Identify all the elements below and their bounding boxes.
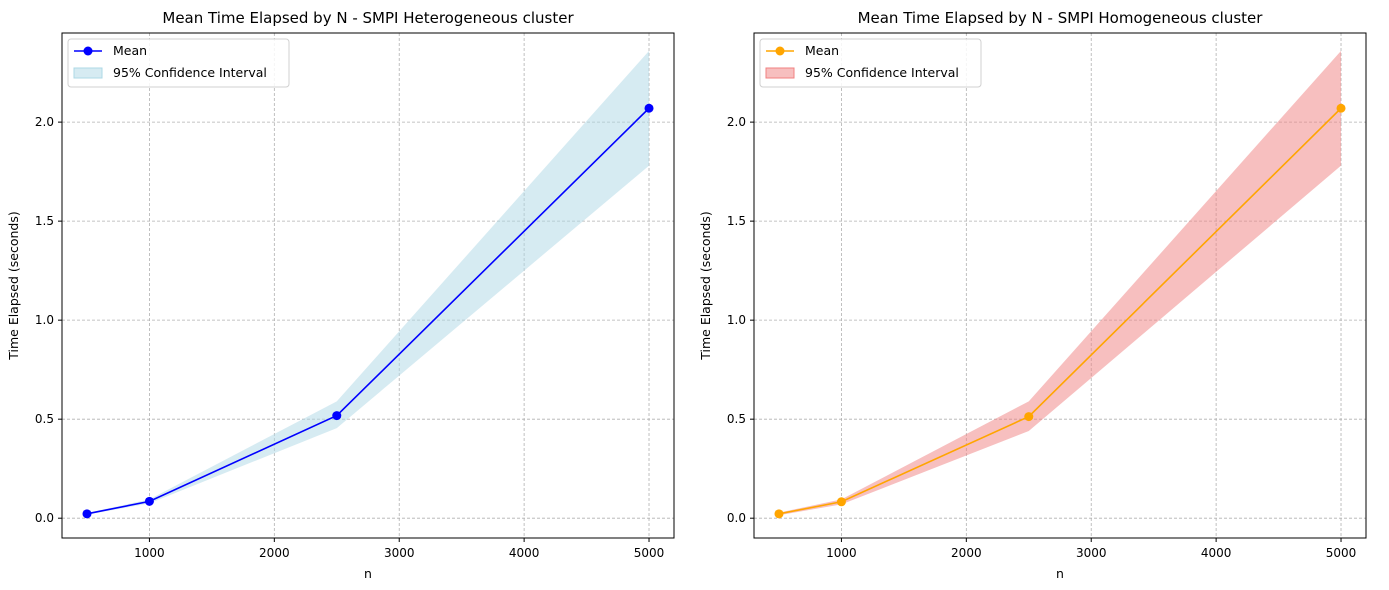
mean-line	[86, 107, 650, 515]
confidence-interval-band	[778, 50, 1342, 516]
mean-point	[144, 496, 154, 506]
x-tick-label: 2000	[951, 546, 982, 560]
legend-mean-marker	[775, 46, 785, 56]
y-tick-label: 1.5	[727, 214, 746, 228]
mean-point	[1336, 103, 1346, 113]
x-tick-label: 5000	[634, 546, 665, 560]
mean-point	[332, 411, 342, 421]
y-tick-label: 1.5	[35, 214, 54, 228]
y-tick-label: 2.0	[35, 115, 54, 129]
y-tick-label: 1.0	[35, 313, 54, 327]
x-tick-label: 3000	[1076, 546, 1107, 560]
legend-ci-label: 95% Confidence Interval	[805, 65, 959, 80]
chart-panel-2: 1000 2000 3000 4000 5000 0.0 0.5 1.0 1.5 2.0 Mean …	[698, 9, 1367, 581]
mean-point	[82, 509, 92, 519]
chart-panel-1: 1000 2000 3000 4000 5000 0.0 0.5 1.0 1.5 2.0 Mean …	[6, 9, 675, 581]
y-tick-label: 2.0	[727, 115, 746, 129]
mean-point	[1024, 412, 1034, 422]
y-tick-label: 1.0	[727, 313, 746, 327]
x-tick-label: 1000	[134, 546, 165, 560]
mean-point	[836, 497, 846, 507]
y-axis-label: Time Elapsed (seconds)	[698, 211, 713, 361]
confidence-interval-band	[86, 50, 650, 515]
y-tick-label: 0.5	[727, 412, 746, 426]
x-tick-label: 2000	[259, 546, 290, 560]
y-tick-label: 0.0	[35, 511, 54, 525]
x-tick-label: 4000	[509, 546, 540, 560]
legend-ci-swatch	[73, 67, 103, 79]
legend-box	[67, 38, 290, 88]
x-axis-label: n	[364, 566, 372, 581]
mean-point	[774, 509, 784, 519]
y-axis-label: Time Elapsed (seconds)	[6, 211, 21, 361]
legend-ci-label: 95% Confidence Interval	[113, 65, 267, 80]
x-tick-label: 5000	[1326, 546, 1357, 560]
y-tick-label: 0.5	[35, 412, 54, 426]
mean-line	[778, 107, 1342, 515]
legend-mean-marker	[83, 46, 93, 56]
axes-frame	[61, 32, 675, 539]
axes-frame	[753, 32, 1367, 539]
legend-ci-swatch	[765, 67, 795, 79]
x-tick-label: 1000	[826, 546, 857, 560]
legend-mean-label: Mean	[113, 43, 147, 58]
y-tick-label: 0.0	[727, 511, 746, 525]
chart-title: Mean Time Elapsed by N - SMPI Heterogene…	[162, 9, 574, 27]
x-axis-label: n	[1056, 566, 1064, 581]
x-tick-label: 3000	[384, 546, 415, 560]
chart-title: Mean Time Elapsed by N - SMPI Homogeneou…	[858, 9, 1264, 27]
x-tick-label: 4000	[1201, 546, 1232, 560]
legend-box	[759, 38, 982, 88]
legend-mean-label: Mean	[805, 43, 839, 58]
mean-point	[644, 103, 654, 113]
